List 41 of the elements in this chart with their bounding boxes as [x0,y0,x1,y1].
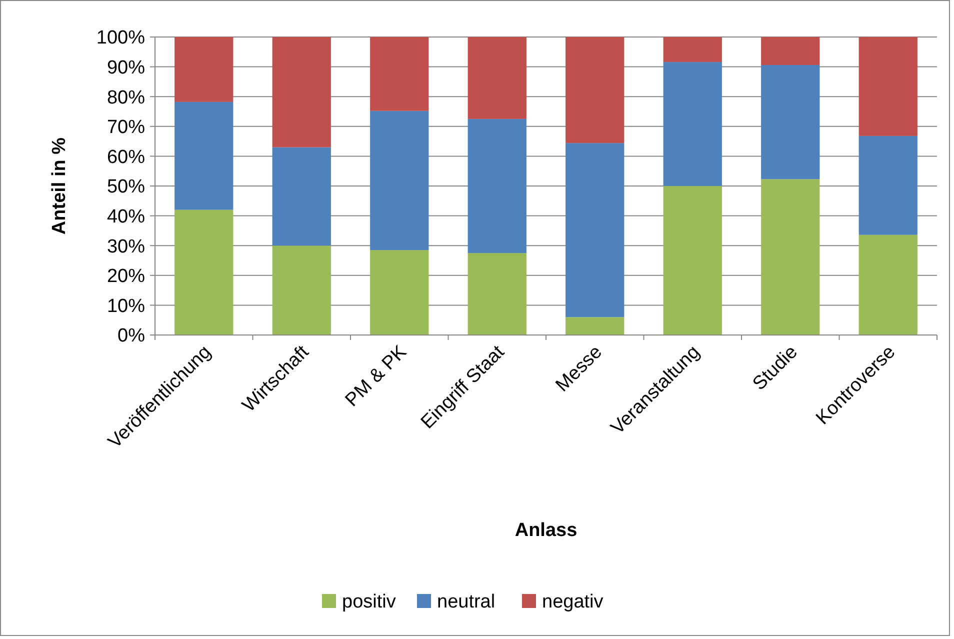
x-tick-label: PM & PK [342,341,412,412]
bar [566,317,624,335]
bar [272,37,331,148]
bar [370,110,429,250]
bar [370,37,429,111]
bar [858,234,918,335]
bar [761,179,820,335]
bar [468,118,526,254]
x-axis-title: Anlass [514,520,578,541]
y-tick-label: 20% [106,266,146,288]
bar [566,143,624,318]
bar [663,37,722,62]
bar [272,147,331,246]
bar [663,62,722,186]
y-tick-label: 70% [106,117,146,138]
y-tick-label: 80% [106,87,146,108]
bar [174,102,234,210]
bar [272,246,331,335]
y-tick-label: 30% [106,236,146,258]
bar [663,186,722,335]
legend-label: neutral [437,592,496,613]
y-tick-label: 50% [106,176,146,198]
bar [370,250,429,335]
y-tick-label: 10% [106,296,146,317]
y-axis-title: Anteil in % [49,137,70,235]
bar [858,37,918,136]
bar [468,37,526,119]
bar [566,37,624,144]
y-tick-label: 0% [118,326,146,347]
bar [174,210,234,335]
y-tick-label: 90% [106,57,146,78]
bar [174,37,234,102]
legend-label: positiv [342,592,396,613]
legend-label: negativ [542,592,604,613]
y-tick-label: 100% [96,28,146,49]
y-tick-label: 40% [106,206,146,228]
bar [858,136,918,235]
bar [761,65,820,180]
y-tick-label: 60% [106,146,146,168]
bar [761,37,820,66]
bar [468,253,526,335]
